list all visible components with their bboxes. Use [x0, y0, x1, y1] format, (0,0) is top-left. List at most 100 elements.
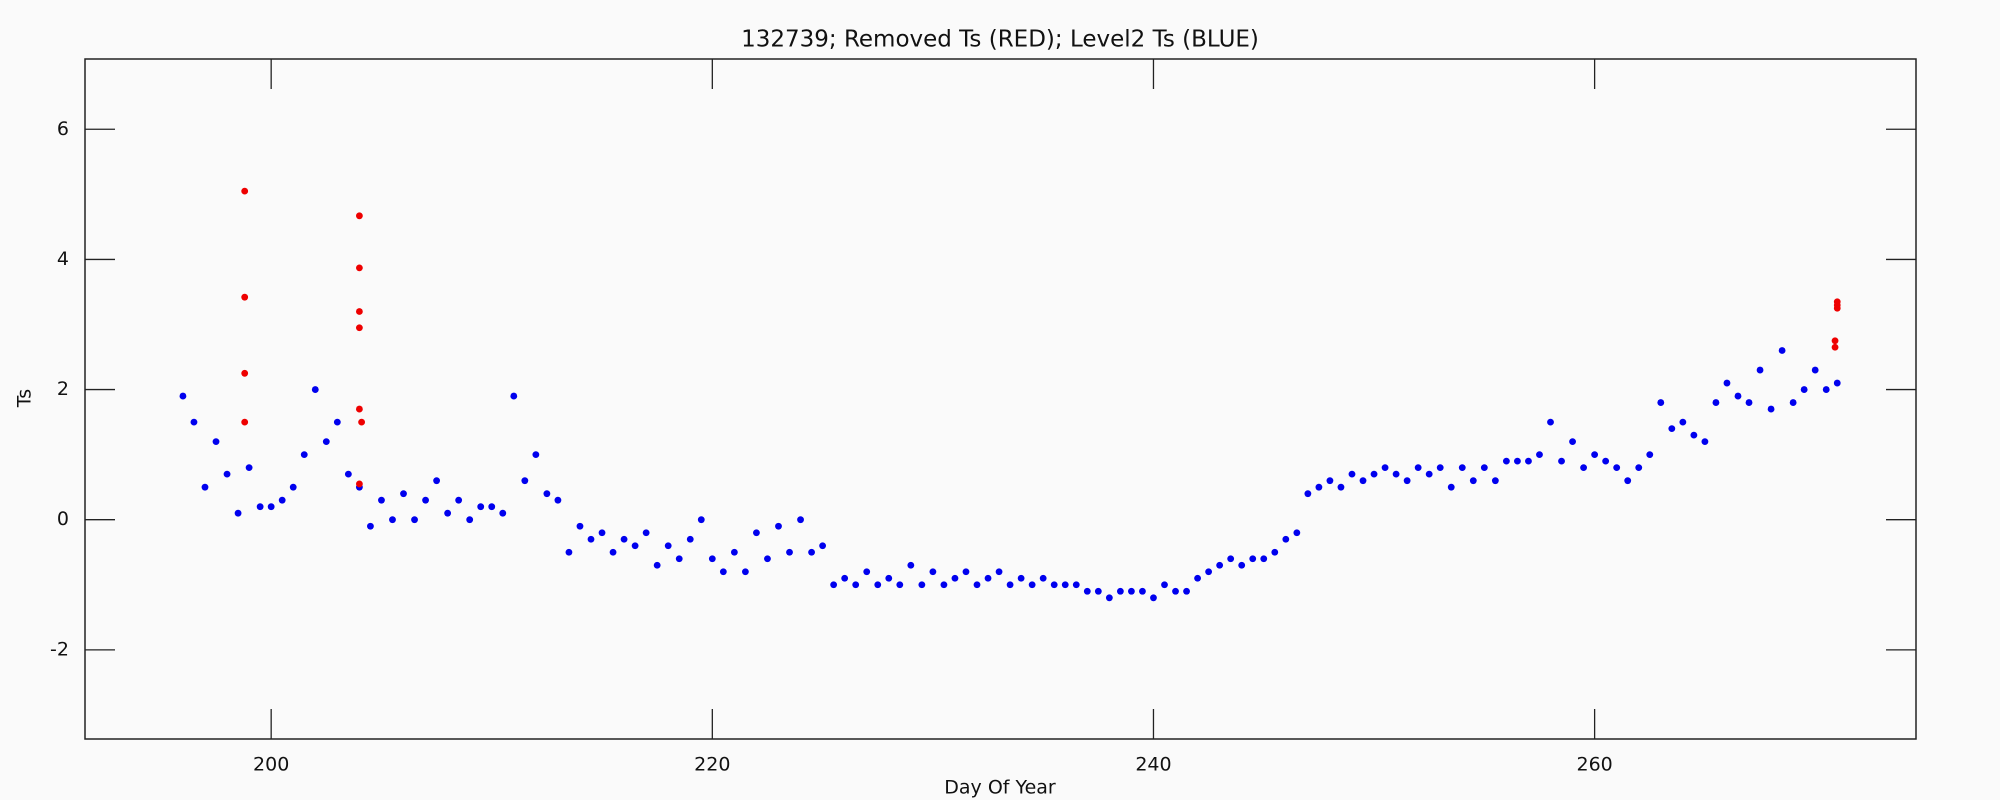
point — [576, 522, 584, 530]
point — [885, 574, 893, 582]
point — [241, 369, 249, 377]
point — [1811, 366, 1819, 374]
point — [1679, 418, 1687, 426]
point — [786, 548, 793, 556]
point — [1480, 464, 1488, 472]
point — [1745, 399, 1753, 406]
point — [1447, 483, 1455, 491]
point — [620, 535, 628, 543]
point — [797, 516, 804, 524]
point — [830, 581, 838, 589]
point — [1414, 464, 1422, 472]
point — [1161, 581, 1168, 589]
point — [1028, 581, 1036, 589]
x-tick-label: 260 — [1576, 754, 1612, 776]
point — [455, 496, 463, 504]
point — [1260, 555, 1268, 563]
point — [234, 509, 242, 517]
point — [697, 516, 705, 524]
point — [675, 555, 683, 563]
point — [510, 392, 518, 400]
point — [1822, 386, 1830, 393]
point — [300, 451, 308, 459]
y-axis-label: Ts — [14, 389, 36, 408]
point — [1381, 464, 1389, 472]
point — [1425, 470, 1433, 478]
point — [1403, 477, 1411, 485]
point — [355, 212, 363, 220]
point — [212, 438, 220, 446]
point — [929, 568, 937, 576]
point — [1105, 594, 1113, 602]
point — [1072, 581, 1080, 589]
x-tick-label: 220 — [694, 754, 730, 776]
point — [179, 392, 187, 400]
point — [355, 405, 363, 413]
point — [1150, 594, 1157, 602]
point — [1337, 483, 1345, 491]
point — [1017, 574, 1025, 582]
point — [1635, 464, 1643, 472]
point — [896, 581, 904, 589]
point — [422, 496, 429, 504]
point — [521, 477, 529, 485]
point — [256, 503, 264, 511]
point — [1690, 431, 1698, 439]
point — [322, 438, 330, 446]
x-tick-label: 240 — [1135, 754, 1171, 776]
point — [1657, 399, 1665, 406]
point — [609, 548, 617, 556]
point — [289, 483, 297, 491]
y-tick-label: -2 — [50, 638, 69, 660]
point — [1580, 464, 1587, 472]
point — [764, 555, 771, 563]
point — [775, 522, 782, 530]
point — [653, 561, 661, 569]
point — [1602, 457, 1610, 465]
point — [223, 470, 231, 478]
point — [278, 496, 286, 504]
point — [344, 470, 352, 478]
point — [1094, 587, 1102, 595]
point — [241, 293, 249, 301]
plot-frame — [84, 58, 1917, 740]
point — [267, 503, 275, 511]
point — [355, 264, 363, 272]
point — [1006, 581, 1014, 589]
point — [1238, 561, 1246, 569]
x-tick-label: 200 — [253, 754, 289, 776]
point — [1502, 457, 1510, 465]
point — [1194, 574, 1201, 582]
point — [1831, 343, 1839, 351]
point — [1833, 304, 1841, 312]
point — [1778, 347, 1786, 354]
point — [355, 308, 363, 315]
point — [918, 581, 926, 589]
point — [355, 324, 363, 332]
point — [1392, 470, 1400, 478]
point — [742, 568, 749, 576]
point — [1591, 451, 1599, 459]
point — [719, 568, 727, 576]
point — [1547, 418, 1554, 426]
point — [411, 516, 418, 524]
x-axis-label: Day Of Year — [944, 777, 1056, 799]
point — [1205, 568, 1213, 576]
point — [241, 418, 249, 426]
point — [1348, 470, 1356, 478]
point — [1536, 451, 1543, 459]
point — [1249, 555, 1257, 563]
point — [631, 542, 639, 550]
point — [1558, 457, 1565, 465]
point — [367, 522, 374, 530]
point — [598, 529, 606, 537]
point — [1304, 490, 1312, 498]
point — [565, 548, 573, 556]
point — [1646, 451, 1654, 459]
point — [1701, 438, 1709, 446]
point — [664, 542, 672, 550]
point — [753, 529, 760, 537]
point — [841, 574, 849, 582]
